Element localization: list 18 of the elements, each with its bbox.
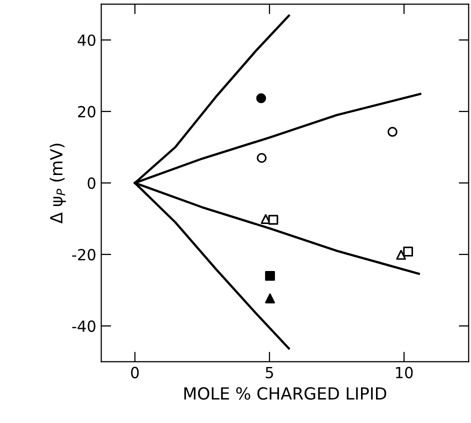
y-tick-label: 0 (88, 177, 96, 189)
point (256, 152, 267, 163)
y-axis-title: Δ ψ$_{P}$ (mV) (50, 144, 66, 224)
x-tick-label: 5 (266, 366, 274, 378)
y-tick-label: 20 (78, 106, 96, 118)
point (403, 246, 414, 257)
point (256, 93, 266, 104)
y-tick-label: -40 (72, 320, 96, 332)
point (265, 270, 275, 281)
point (388, 126, 398, 137)
x-axis-title: MOLE % CHARGED LIPID (184, 387, 386, 400)
point (268, 214, 278, 225)
y-tick-label: -20 (72, 248, 96, 260)
x-tick-label: 10 (396, 366, 413, 378)
point (265, 293, 275, 304)
point (396, 250, 406, 260)
x-tick-label: 0 (131, 366, 139, 378)
y-tick-label: 40 (78, 34, 96, 46)
